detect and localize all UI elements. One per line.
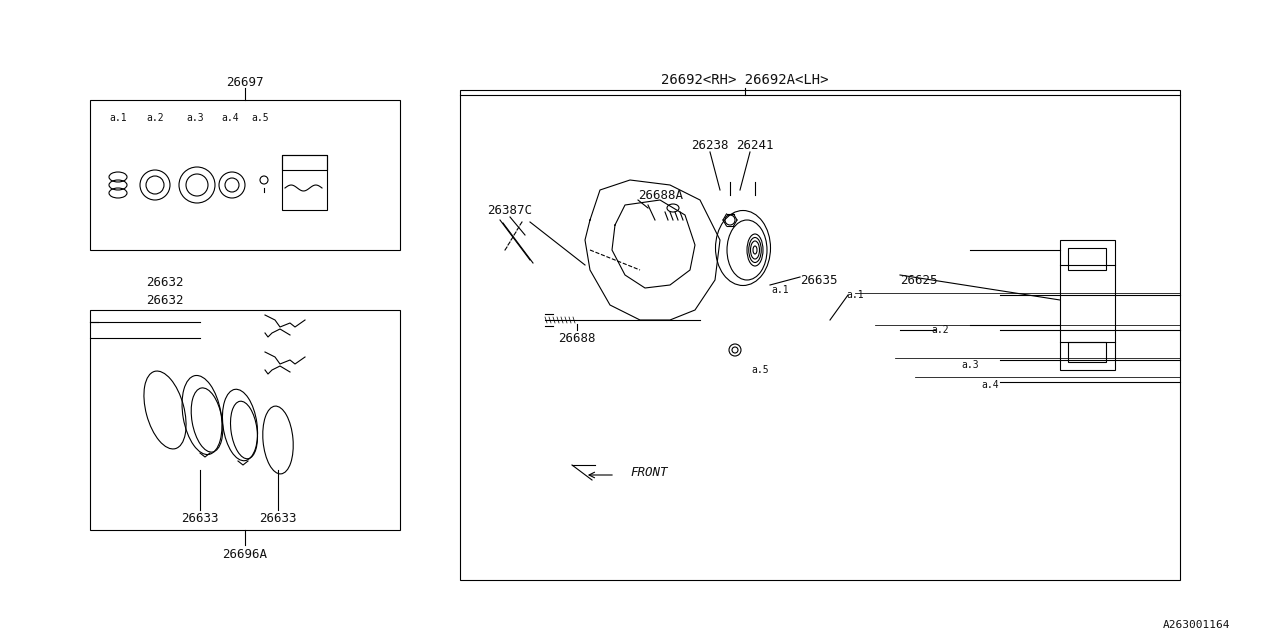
Text: a.1: a.1 [771,285,788,295]
Text: 26692<RH> 26692A<LH>: 26692<RH> 26692A<LH> [662,73,828,87]
Text: 26632: 26632 [146,275,184,289]
Text: a.3: a.3 [961,360,979,370]
Text: a.3: a.3 [186,113,204,123]
Bar [90,100,401,250]
Text: a.4: a.4 [221,113,239,123]
Text: 26238: 26238 [691,138,728,152]
Text: a.5: a.5 [751,365,769,375]
Bar [460,90,1180,580]
Bar [282,155,326,170]
Bar [1068,248,1106,270]
Text: 26635: 26635 [800,273,837,287]
Text: a.5: a.5 [251,113,269,123]
Text: 26688: 26688 [558,332,595,344]
Text: 26625: 26625 [900,273,937,287]
Text: FRONT: FRONT [630,465,667,479]
Bar [1068,342,1106,362]
Text: 26387C: 26387C [488,204,532,216]
Bar [282,155,326,210]
Text: a.1: a.1 [846,290,864,300]
Text: 26633: 26633 [182,511,219,525]
Bar [1060,240,1115,370]
Text: a.2: a.2 [931,325,948,335]
Text: 26632: 26632 [146,294,184,307]
Text: 26696A: 26696A [223,548,268,561]
Text: a.2: a.2 [146,113,164,123]
Text: a.4: a.4 [982,380,998,390]
Text: 26633: 26633 [260,511,297,525]
Text: 26697: 26697 [227,76,264,88]
Text: 26241: 26241 [736,138,773,152]
Text: A263001164: A263001164 [1162,620,1230,630]
Bar [90,310,401,530]
Text: 26688A: 26688A [637,189,684,202]
Text: a.1: a.1 [109,113,127,123]
